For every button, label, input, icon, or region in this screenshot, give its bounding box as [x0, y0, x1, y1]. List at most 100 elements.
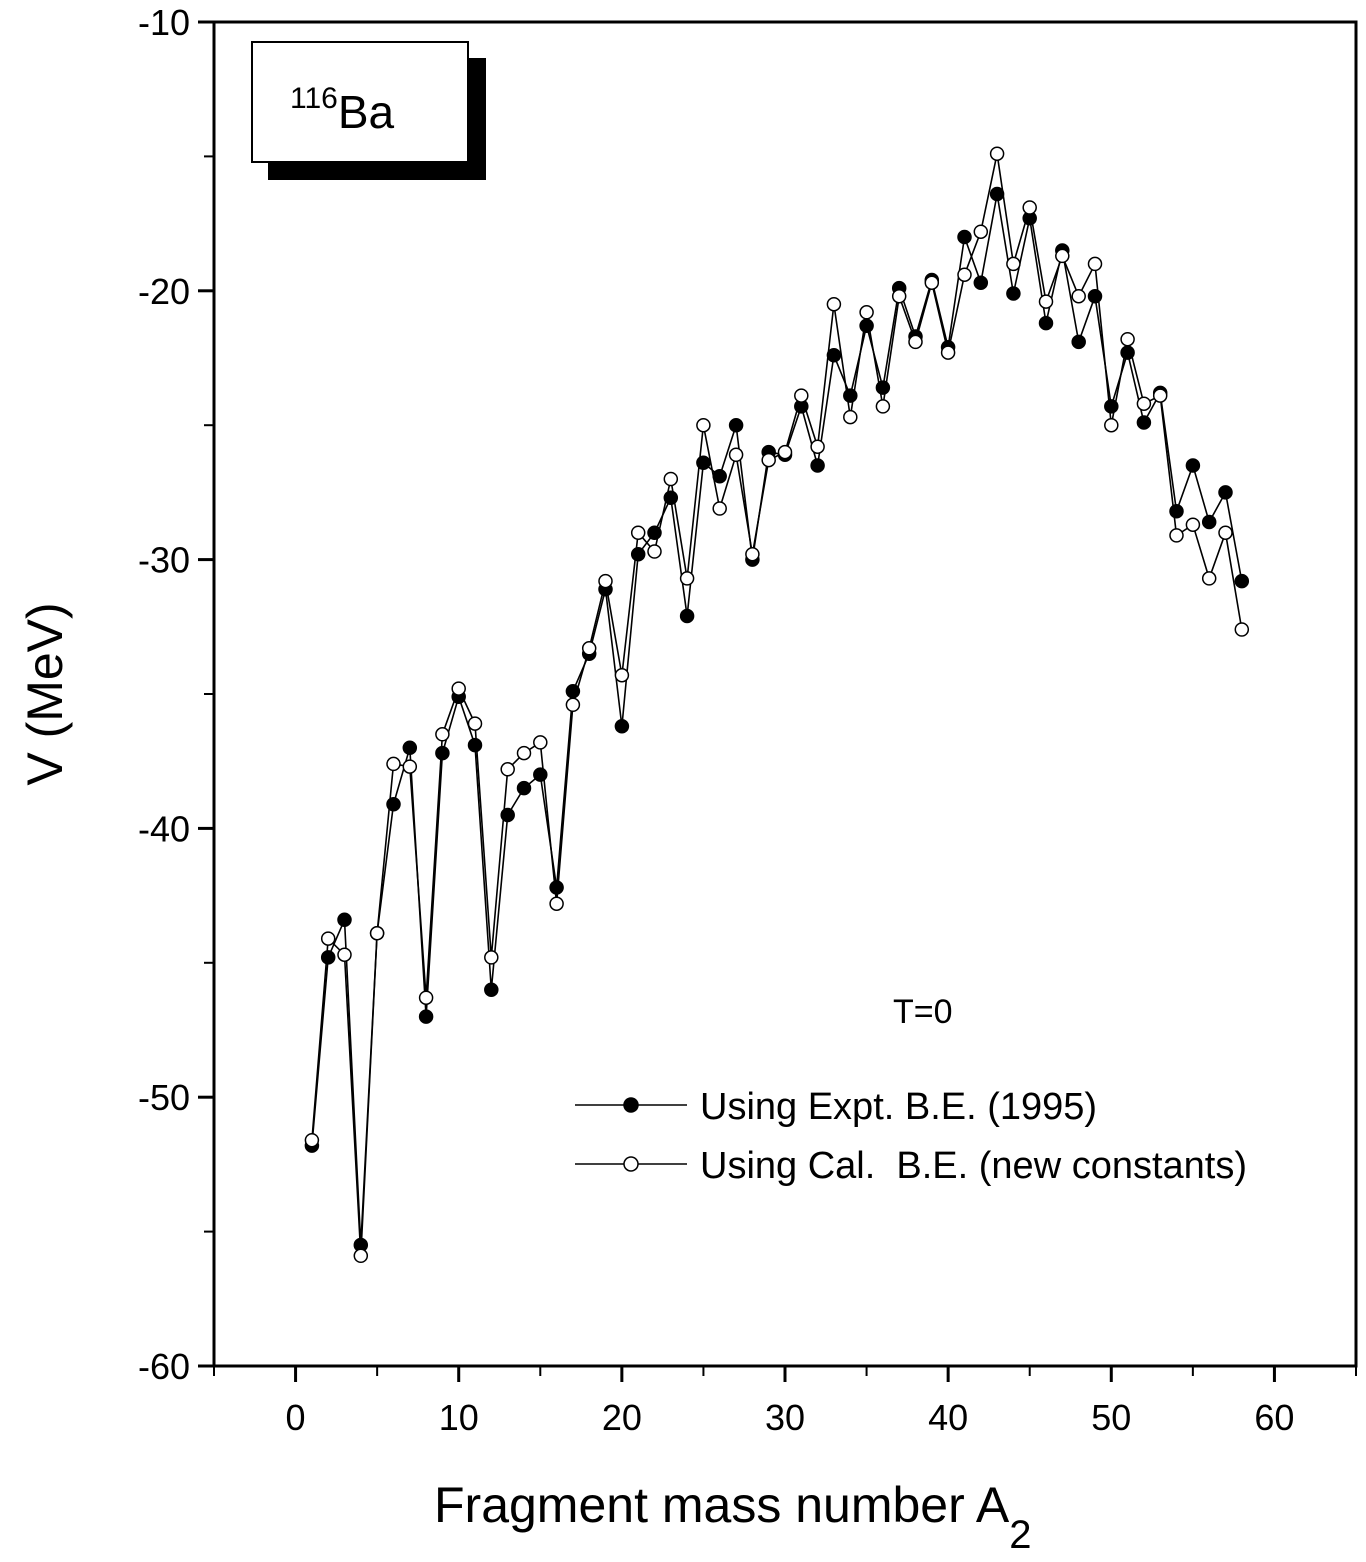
- cal-point: [565, 697, 581, 713]
- y-tick-label: -50: [138, 1077, 190, 1118]
- expt-point: [484, 982, 499, 997]
- cal-point: [826, 296, 842, 312]
- cal-point: [712, 501, 727, 516]
- cal-point: [1087, 256, 1103, 272]
- expt-point: [1169, 503, 1184, 519]
- cal-point: [908, 334, 923, 350]
- cal-point: [1169, 528, 1184, 543]
- cal-point: [533, 735, 548, 750]
- series-line-1: [311, 153, 1243, 1256]
- expt-point: [647, 525, 662, 540]
- cal-point: [418, 990, 434, 1005]
- cal-point: [728, 447, 744, 463]
- expt-point: [1071, 334, 1086, 350]
- cal-point: [353, 1248, 369, 1264]
- expt-point: [1201, 514, 1217, 530]
- x-tick-label: 30: [765, 1397, 805, 1438]
- cal-point: [777, 444, 793, 460]
- cal-point: [320, 931, 336, 946]
- expt-point: [320, 950, 336, 965]
- expt-point: [418, 1009, 434, 1024]
- cal-point: [1234, 622, 1250, 637]
- expt-point: [386, 796, 401, 812]
- cal-point: [989, 146, 1005, 161]
- cal-point: [337, 947, 352, 962]
- legend-label-cal: Using Cal. B.E. (new constants): [700, 1145, 1247, 1187]
- cal-point: [402, 759, 418, 774]
- cal-point: [745, 546, 760, 562]
- cal-point: [1120, 331, 1135, 347]
- expt-point: [875, 380, 891, 395]
- y-tick-label: -40: [138, 808, 190, 849]
- nucleus-label: 116Ba: [290, 82, 395, 138]
- expt-point: [989, 186, 1005, 202]
- series-line-0: [311, 193, 1243, 1246]
- cal-point: [581, 641, 597, 656]
- cal-point: [663, 471, 679, 487]
- cal-point: [484, 950, 499, 965]
- cal-point: [940, 345, 956, 360]
- expt-point: [549, 880, 564, 895]
- cal-point: [467, 716, 483, 731]
- expt-point: [614, 719, 630, 734]
- cal-point: [630, 525, 646, 540]
- cal-point: [761, 452, 776, 468]
- expt-point: [826, 348, 842, 363]
- x-tick-label: 60: [1254, 1397, 1294, 1438]
- expt-point: [1038, 315, 1054, 331]
- expt-point: [1104, 399, 1119, 414]
- cal-point: [957, 267, 972, 282]
- cal-point: [1185, 517, 1201, 532]
- expt-point: [728, 417, 744, 433]
- expt-point: [957, 229, 972, 245]
- cal-point: [1104, 417, 1119, 433]
- expt-point: [1234, 573, 1250, 589]
- cal-point: [435, 727, 450, 742]
- axis-ticks: -60 -50 -40 -30 -20 -10 0 10 20 30 40 50 60: [138, 2, 1357, 1438]
- cal-point: [369, 925, 385, 941]
- x-tick-label: 40: [928, 1397, 968, 1438]
- expt-point: [500, 807, 515, 823]
- cal-point: [1136, 396, 1152, 411]
- cal-point: [647, 544, 662, 559]
- cal-point: [1038, 294, 1054, 309]
- expt-point: [843, 388, 858, 403]
- y-tick-label: -20: [138, 271, 190, 312]
- cal-point: [794, 388, 809, 403]
- cal-point: [1071, 288, 1086, 304]
- cal-point: [500, 762, 515, 777]
- expt-point: [1120, 345, 1135, 360]
- y-tick-label: -30: [138, 540, 190, 581]
- expt-point: [859, 318, 874, 333]
- cal-point: [973, 224, 989, 239]
- x-tick-label: 10: [439, 1397, 479, 1438]
- expt-point: [565, 684, 581, 699]
- cal-point: [549, 896, 564, 911]
- x-axis-title-subscript: 2: [1009, 1513, 1031, 1557]
- cal-point: [696, 417, 711, 433]
- expt-point: [467, 737, 483, 753]
- expt-point: [1136, 415, 1152, 430]
- x-axis-title-main: Fragment mass number A: [434, 1477, 1010, 1533]
- expt-point: [1006, 286, 1021, 301]
- legend: Using Expt. B.E. (1995) Using Cal. B.E. …: [575, 1086, 1247, 1187]
- cal-point: [516, 745, 532, 761]
- legend-marker-cal: [623, 1156, 639, 1172]
- nucleus-mass: 116: [290, 82, 338, 115]
- cal-point: [875, 399, 891, 414]
- nucleus-box: [251, 41, 469, 163]
- cal-point: [924, 275, 940, 290]
- temperature-annotation: T=0: [893, 993, 953, 1031]
- expt-point: [402, 740, 418, 756]
- legend-label-expt: Using Expt. B.E. (1995): [700, 1086, 1097, 1128]
- cal-point: [679, 571, 695, 586]
- y-tick-label: -10: [138, 2, 190, 43]
- x-tick-label: 50: [1091, 1397, 1131, 1438]
- expt-point: [516, 780, 532, 796]
- nucleus-symbol: Ba: [338, 86, 395, 138]
- cal-point: [843, 409, 858, 425]
- series-points: [304, 146, 1250, 1264]
- cal-point: [1006, 256, 1021, 272]
- expt-point: [973, 275, 989, 290]
